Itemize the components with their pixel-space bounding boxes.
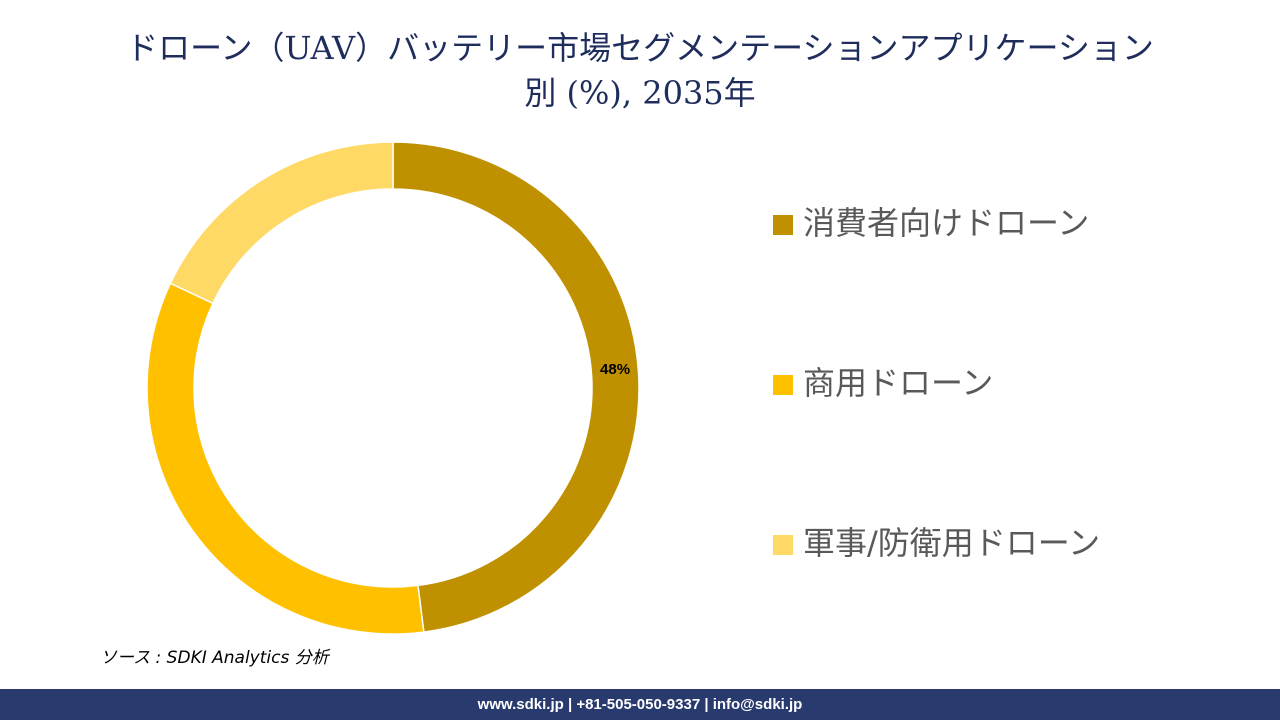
value-label: 48% xyxy=(600,361,630,378)
legend-swatch xyxy=(773,375,793,395)
donut-segment xyxy=(146,282,425,635)
legend-swatch xyxy=(773,215,793,235)
footer: www.sdki.jp | +81-505-050-9337 | info@sd… xyxy=(477,696,803,713)
legend-swatch xyxy=(773,535,793,555)
legend-label: 商用ドローン xyxy=(803,364,993,402)
chart-title: ドローン（UAV）バッテリー市場セグメンテーションアプリケーション別 (%), … xyxy=(126,29,1154,112)
legend-label: 消費者向けドローン xyxy=(803,204,1089,242)
footer-bar xyxy=(0,689,1280,720)
donut-segment xyxy=(169,141,394,305)
source: ソース : SDKI Analytics 分析 xyxy=(100,648,331,668)
legend-label: 軍事/防衛用ドローン xyxy=(803,524,1100,562)
donut-segment xyxy=(392,141,640,633)
